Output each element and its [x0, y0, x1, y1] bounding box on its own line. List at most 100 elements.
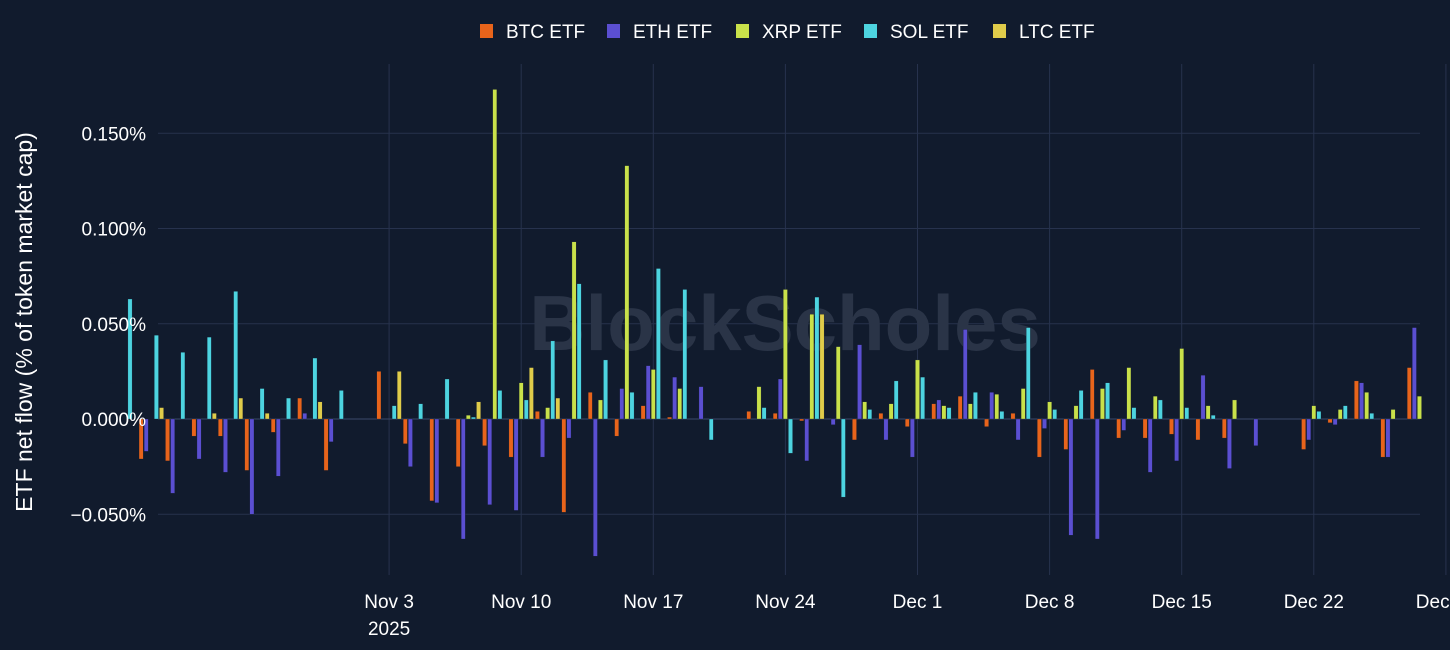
bar-xrp-etf	[915, 359, 920, 420]
bar-sol-etf	[841, 418, 846, 498]
legend-label: ETH ETF	[633, 22, 712, 43]
bar-eth-etf	[910, 418, 915, 458]
y-gridlines	[158, 132, 1420, 515]
bar-sol-etf	[1105, 382, 1110, 420]
legend-label: LTC ETF	[1019, 22, 1095, 43]
bar-btc-etf	[429, 418, 434, 502]
bar-sol-etf	[286, 397, 291, 420]
bar-xrp-etf	[809, 314, 815, 420]
bar-btc-etf	[1116, 418, 1121, 439]
legend-item-sol-etf[interactable]: SOL ETF	[864, 22, 968, 43]
bar-eth-etf	[883, 418, 889, 441]
bar-btc-etf	[297, 397, 302, 420]
bar-eth-etf	[1385, 418, 1391, 458]
bar-eth-etf	[1015, 418, 1021, 441]
bar-btc-etf	[323, 418, 329, 471]
bar-eth-etf	[645, 365, 651, 420]
x-tick-label: Dec 22	[1284, 592, 1344, 613]
bar-ltc-etf	[317, 401, 323, 420]
bar-sol-etf	[1026, 327, 1031, 420]
bar-sol-etf	[920, 376, 925, 420]
bar-sol-etf	[973, 392, 978, 420]
bar-xrp-etf	[1153, 395, 1158, 420]
legend-item-btc-etf[interactable]: BTC ETF	[480, 22, 585, 43]
bar-xrp-etf	[624, 165, 630, 420]
bar-sol-etf	[259, 388, 265, 420]
bar-xrp-etf	[1417, 395, 1422, 420]
bar-btc-etf	[667, 416, 672, 420]
bar-sol-etf	[418, 403, 423, 420]
bar-xrp-etf	[862, 401, 867, 420]
bar-btc-etf	[403, 418, 408, 444]
bar-eth-etf	[778, 378, 783, 420]
bar-btc-etf	[376, 371, 382, 420]
bar-ltc-etf	[397, 371, 402, 420]
bar-sol-etf	[233, 291, 238, 420]
bar-eth-etf	[698, 386, 704, 420]
bar-ltc-etf	[476, 401, 481, 420]
bar-xrp-etf	[1311, 405, 1317, 420]
bar-btc-etf	[588, 392, 593, 420]
bar-ltc-etf	[212, 413, 217, 420]
bar-sol-etf	[1369, 413, 1374, 420]
bar-eth-etf	[672, 376, 677, 420]
bar-sol-etf	[867, 409, 873, 420]
bar-btc-etf	[191, 418, 197, 437]
bar-btc-etf	[772, 413, 778, 420]
bar-btc-etf	[1142, 418, 1148, 439]
bars	[127, 89, 1422, 557]
bar-sol-etf	[1158, 399, 1163, 420]
legend-item-eth-etf[interactable]: ETH ETF	[607, 22, 712, 43]
bar-xrp-etf	[518, 382, 524, 420]
bar-eth-etf	[1095, 418, 1100, 540]
bar-sol-etf	[1316, 411, 1322, 420]
bar-btc-etf	[640, 405, 646, 420]
x-tick-label: Dec 15	[1152, 592, 1212, 613]
bar-sol-etf	[708, 418, 714, 441]
bar-eth-etf	[1147, 418, 1153, 473]
bar-eth-etf	[434, 418, 440, 503]
y-axis-title: ETF net flow (% of token market cap)	[11, 132, 37, 512]
bar-btc-etf	[1327, 418, 1333, 423]
bar-xrp-etf	[466, 415, 471, 420]
bar-btc-etf	[1169, 418, 1174, 435]
bar-eth-etf	[461, 418, 466, 540]
bar-eth-etf	[540, 418, 545, 458]
y-tick-label: −0.050%	[70, 505, 146, 526]
bar-xrp-etf	[1205, 405, 1211, 420]
bar-sol-etf	[788, 418, 793, 454]
bar-btc-etf	[1380, 418, 1386, 458]
y-tick-label: 0.100%	[82, 220, 147, 241]
legend-item-xrp-etf[interactable]: XRP ETF	[736, 22, 842, 43]
y-tick-label: 0.150%	[82, 124, 147, 145]
bar-eth-etf	[249, 418, 255, 515]
bar-xrp-etf	[571, 241, 577, 420]
x-tick-label: Dec 1	[893, 592, 943, 613]
x-tick-labels: Nov 3 2025 Nov 10 Nov 17 Nov 24 Dec 1 Dec 8 Dec…	[364, 592, 1450, 640]
bar-eth-etf	[1121, 418, 1127, 431]
bar-eth-etf	[566, 418, 572, 439]
bar-eth-etf	[1068, 418, 1074, 536]
legend[interactable]: BTC ETF ETH ETF XRP ETF SOL ETF LTC ETF	[480, 22, 1095, 43]
bar-ltc-etf	[529, 367, 534, 420]
bar-eth-etf	[1332, 418, 1338, 425]
bar-xrp-etf	[888, 403, 894, 420]
bar-xrp-etf	[1179, 348, 1184, 420]
bar-sol-etf	[814, 296, 820, 420]
bar-btc-etf	[614, 418, 619, 437]
bar-ltc-etf	[238, 397, 244, 420]
bar-xrp-etf	[1337, 409, 1343, 420]
bar-eth-etf	[276, 418, 281, 477]
bar-sol-etf	[629, 392, 635, 420]
bar-xrp-etf	[677, 388, 682, 420]
bar-eth-etf	[619, 388, 625, 420]
bar-eth-etf	[989, 392, 994, 420]
x-tick-label: Nov 3	[364, 592, 414, 613]
y-tick-label: 0.000%	[82, 410, 147, 431]
bar-btc-etf	[746, 411, 752, 420]
bar-btc-etf	[878, 413, 884, 420]
legend-item-ltc-etf[interactable]: LTC ETF	[993, 22, 1095, 43]
bar-eth-etf	[830, 418, 836, 425]
bar-eth-etf	[328, 418, 334, 443]
